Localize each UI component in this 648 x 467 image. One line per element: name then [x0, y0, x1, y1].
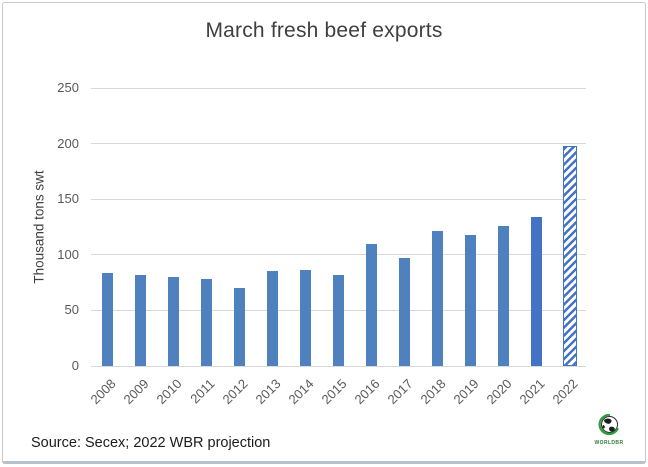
bar-2019	[465, 234, 476, 366]
gridline-200	[91, 143, 586, 145]
y-axis-title: Thousand tons swt	[31, 170, 47, 284]
bar-2012	[234, 288, 245, 366]
bar-2022	[562, 145, 577, 366]
y-tick-label-100: 100	[57, 246, 79, 262]
logo-wordmark: WORLDBR	[594, 440, 624, 446]
plot-area: 0 50 100 150 200 250 2008 2009 2010 2011 2012 2013 2…	[57, 80, 586, 407]
bar-2014	[300, 270, 311, 366]
bar-2011	[201, 279, 212, 366]
bar-2013	[267, 271, 278, 366]
bar-2015	[333, 274, 344, 366]
bar-2008	[102, 272, 113, 366]
gridline-0	[91, 365, 586, 367]
bar-2010	[168, 277, 179, 366]
brand-logo: WORLDBR	[587, 413, 631, 455]
bar-2018	[432, 231, 443, 366]
bar-2016	[366, 243, 377, 366]
gridline-100	[91, 254, 586, 256]
y-tick-label-0: 0	[71, 358, 79, 373]
y-tick-label-250: 250	[57, 80, 79, 95]
y-tick-label-50: 50	[64, 302, 79, 318]
y-tick-label-150: 150	[57, 191, 79, 207]
globe-logo-icon	[598, 413, 619, 436]
gridline-250	[91, 87, 586, 89]
bar-2017	[399, 258, 410, 366]
bar-2020	[498, 225, 509, 366]
chart-title: March fresh beef exports	[205, 19, 443, 42]
y-tick-label-200: 200	[57, 135, 79, 151]
source-note: Source: Secex; 2022 WBR projection	[31, 435, 271, 451]
gridline-150	[91, 198, 586, 200]
bar-2009	[135, 274, 146, 366]
bar-2021	[531, 217, 542, 366]
